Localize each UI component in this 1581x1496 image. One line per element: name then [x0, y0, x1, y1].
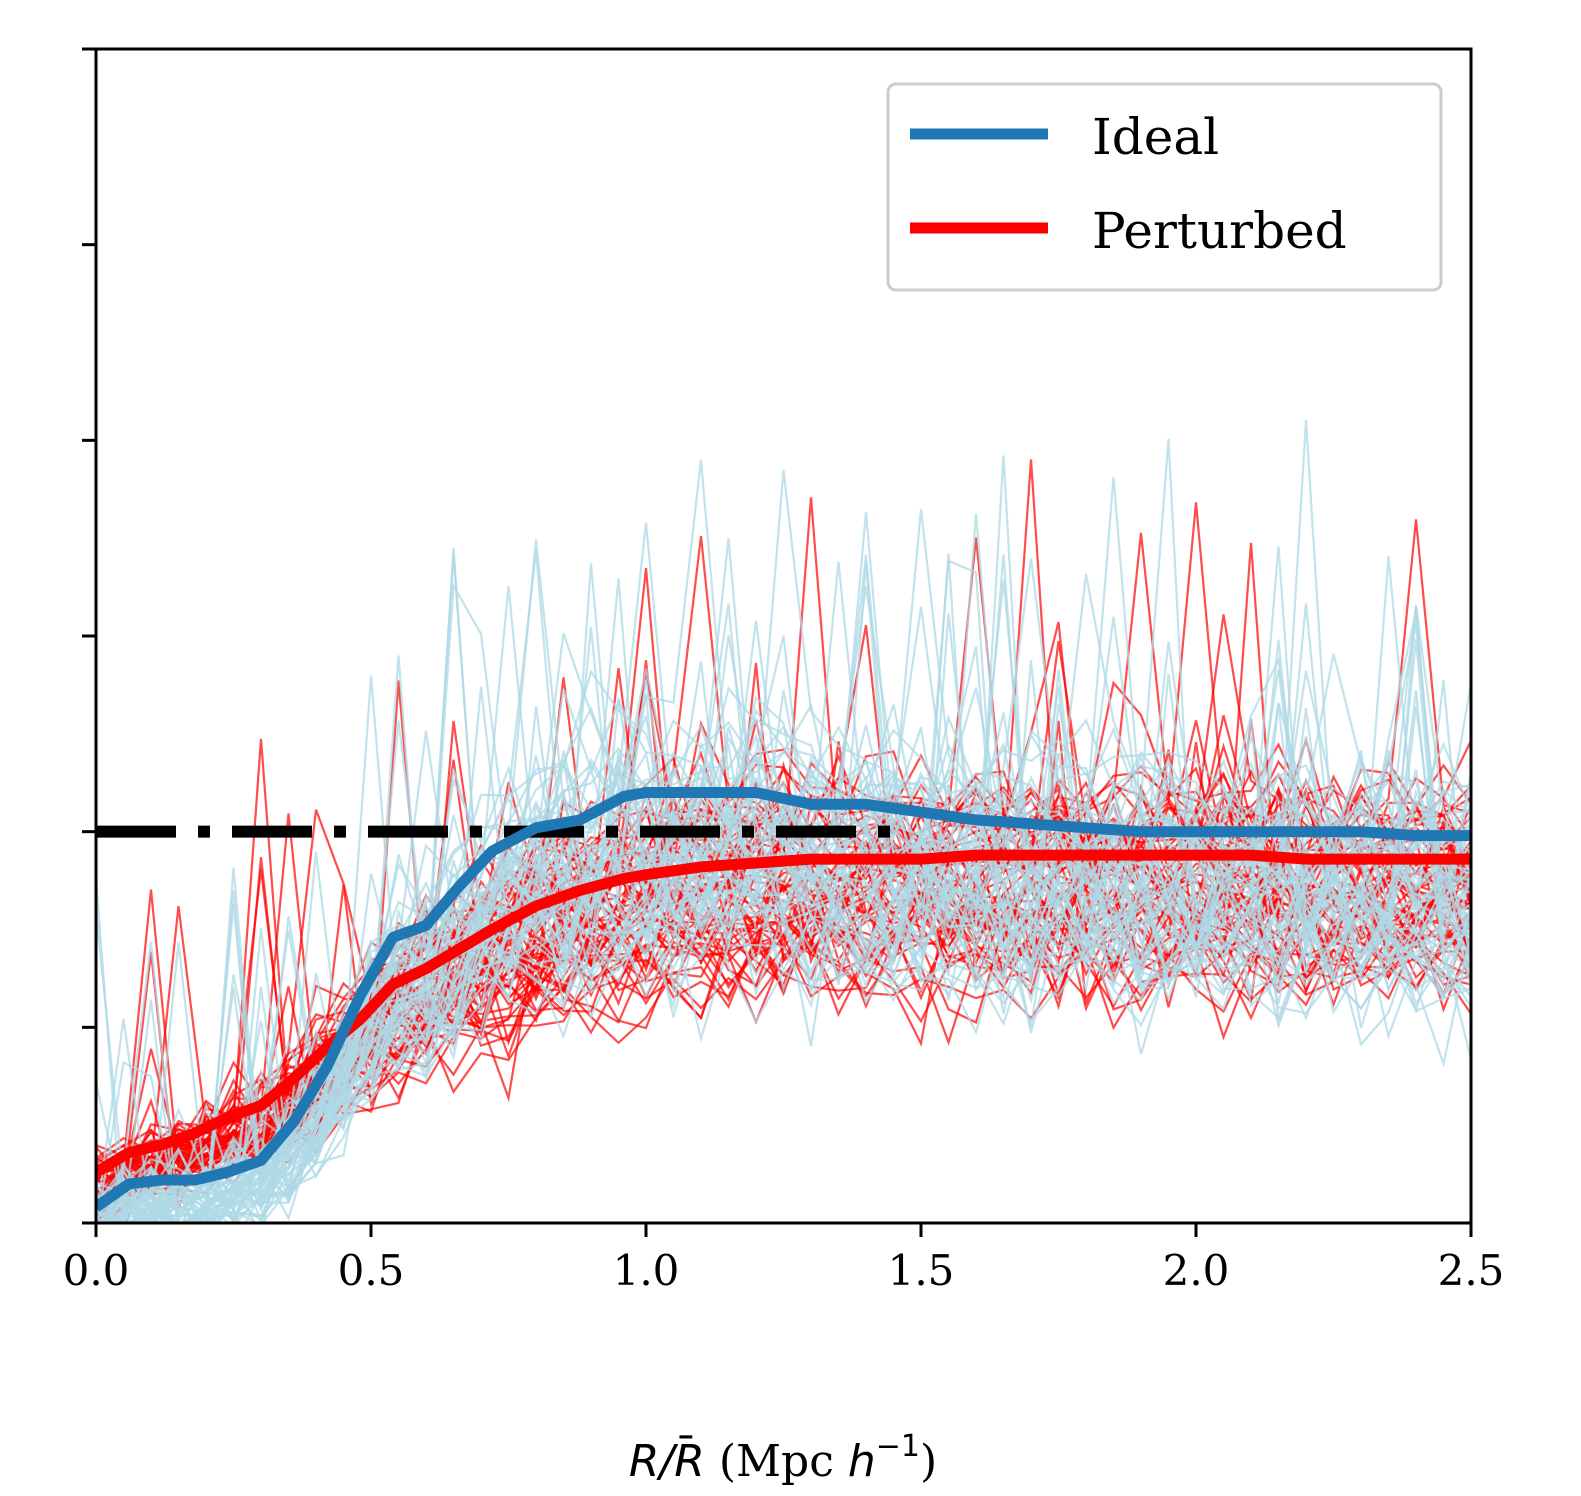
x-tick-label: 1.5: [888, 1246, 955, 1295]
ideal-curve: [96, 556, 1471, 1220]
ideal-curve: [96, 712, 1471, 1223]
xlabel-r: R: [629, 1436, 660, 1487]
x-axis-label: R/R¯ (Mpc h−1): [629, 1428, 937, 1487]
xlabel-exponent: −1: [876, 1429, 920, 1464]
ideal-mean-line: [96, 787, 1471, 1212]
x-tick-label: 1.0: [613, 1246, 680, 1295]
xlabel-bar: ¯: [675, 1428, 697, 1479]
x-tick-label: 0.0: [63, 1246, 130, 1295]
ideal-curve: [96, 800, 1471, 1223]
ideal-curve: [96, 670, 1471, 1223]
ideal-curve: [96, 646, 1471, 1223]
x-axis-ticks: 0.0 0.5 1.0 1.5 2.0 2.5: [63, 1223, 1505, 1295]
xlabel-unit-close: ): [920, 1436, 937, 1487]
ideal-curve: [100, 547, 1471, 1223]
ideal-curve: [100, 553, 1471, 1223]
x-tick-label: 2.5: [1438, 1246, 1505, 1295]
y-axis-ticks: [82, 47, 96, 1225]
xlabel-slash: /: [655, 1436, 678, 1487]
perturbed-mean-line: [96, 849, 1471, 1177]
mean-curves: [96, 787, 1471, 1212]
xlabel-unit-open: (Mpc: [705, 1436, 848, 1487]
x-tick-label: 2.0: [1163, 1246, 1230, 1295]
x-tick-label: 0.5: [338, 1246, 405, 1295]
legend: Ideal Perturbed: [886, 82, 1443, 292]
xlabel-h: h: [848, 1436, 876, 1487]
legend-perturbed-label: Perturbed: [1092, 202, 1347, 260]
ideal-curve: [96, 580, 1471, 1223]
xlabel-rbar: R: [674, 1436, 705, 1487]
legend-ideal-label: Ideal: [1092, 108, 1219, 166]
